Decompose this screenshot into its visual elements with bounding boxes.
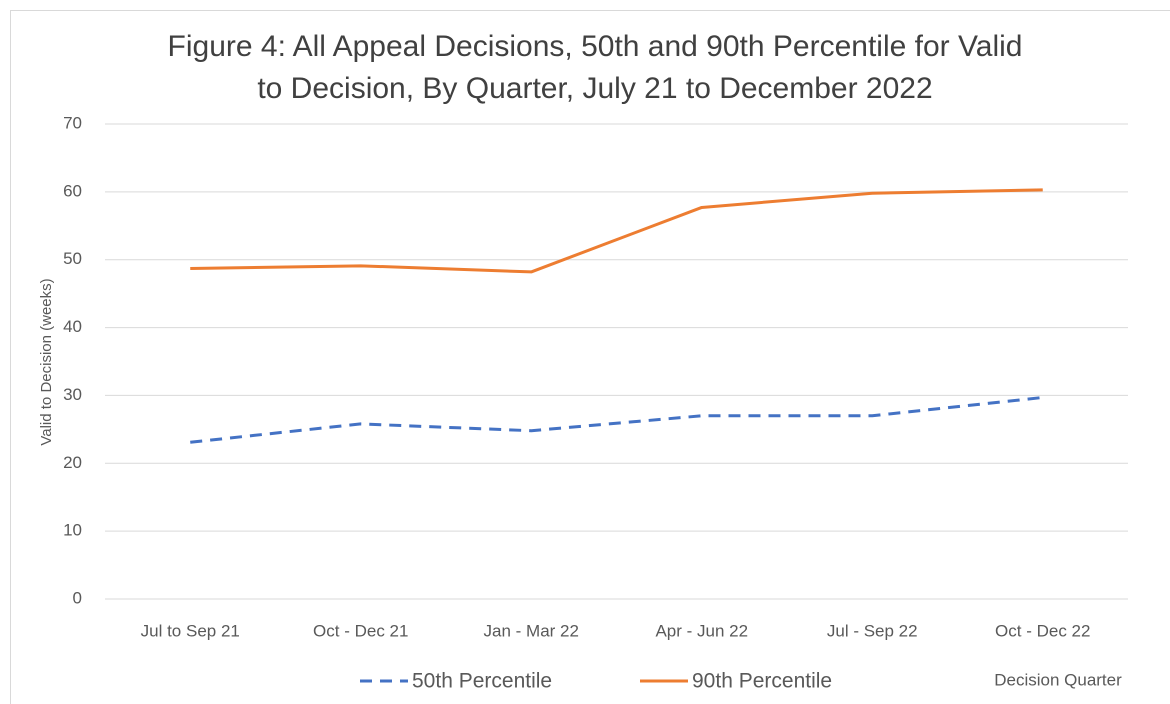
chart-border <box>10 10 1170 704</box>
x-tick-label: Jul to Sep 21 <box>141 621 240 640</box>
x-axis-label: Decision Quarter <box>994 670 1122 689</box>
x-tick-label: Oct - Dec 22 <box>995 621 1090 640</box>
y-tick-label: 50 <box>63 249 82 268</box>
y-tick-label: 10 <box>63 521 82 540</box>
legend-label: 90th Percentile <box>692 670 832 693</box>
y-tick-label: 70 <box>63 113 82 132</box>
x-tick-label: Jul - Sep 22 <box>827 621 918 640</box>
y-axis-label: Valid to Decision (weeks) <box>38 278 55 445</box>
x-tick-label: Oct - Dec 21 <box>313 621 408 640</box>
x-tick-label: Jan - Mar 22 <box>484 621 579 640</box>
y-tick-label: 60 <box>63 181 82 200</box>
line-series <box>190 395 1043 444</box>
x-tick-label: Apr - Jun 22 <box>655 621 748 640</box>
y-tick-label: 0 <box>73 588 82 607</box>
legend-label: 50th Percentile <box>412 670 552 693</box>
y-tick-label: 40 <box>63 317 82 336</box>
chart-title: Figure 4: All Appeal Decisions, 50th and… <box>168 30 1023 63</box>
y-tick-label: 20 <box>63 453 82 472</box>
chart-title: to Decision, By Quarter, July 21 to Dece… <box>257 72 932 105</box>
y-tick-label: 30 <box>63 385 82 404</box>
line-series <box>190 188 1043 274</box>
